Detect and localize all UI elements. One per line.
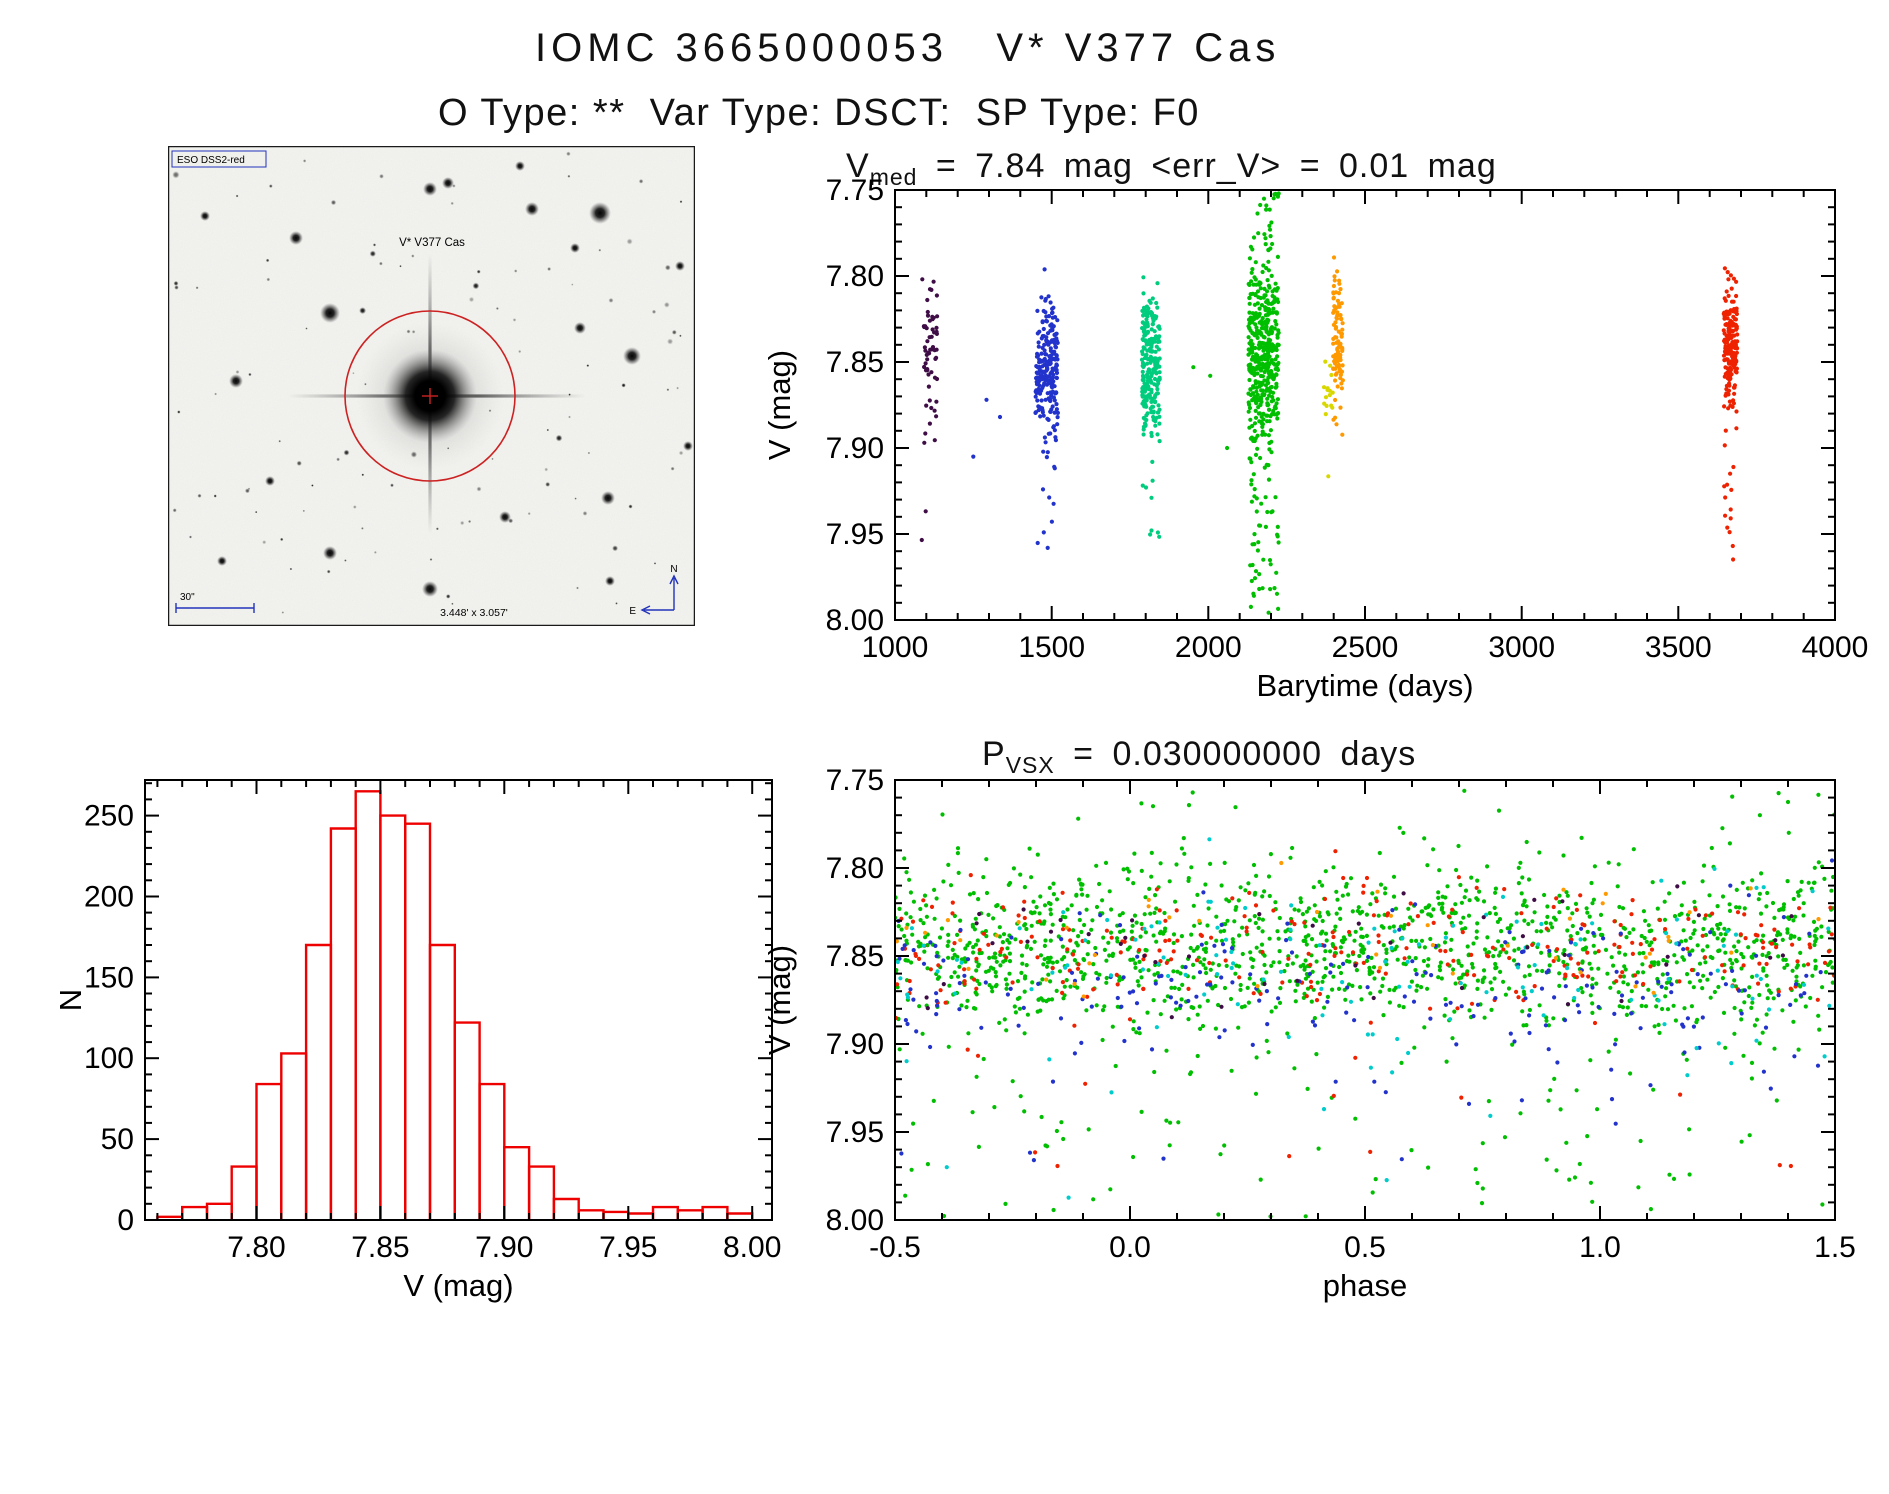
epoch-1-purple <box>919 277 940 543</box>
star-field <box>172 151 693 614</box>
svg-text:phase: phase <box>1323 1268 1407 1303</box>
svg-text:8.00: 8.00 <box>826 1204 884 1237</box>
lightcurve-title-post: = 7.84 mag <err_V> = 0.01 mag <box>917 147 1497 185</box>
svg-text:7.85: 7.85 <box>351 1231 409 1264</box>
scale-bar <box>175 603 255 613</box>
epoch-3-springgreen <box>1139 275 1162 539</box>
phase-title: PVSX = 0.030000000 days <box>982 735 1416 779</box>
image-border <box>167 145 696 627</box>
phase-data <box>895 788 1835 1219</box>
series-green <box>895 788 1835 1219</box>
aperture-circle <box>344 310 516 482</box>
lightcurve-plot: 1000 1500 2000 2500 3000 3500 4000 7.75 7.80 7.85… <box>745 145 1889 745</box>
series-red <box>895 849 1835 1169</box>
page-subtitle: O Type: ** Var Type: DSCT: SP Type: F0 <box>438 92 1200 134</box>
svg-text:7.85: 7.85 <box>826 346 884 379</box>
svg-text:3000: 3000 <box>1488 631 1555 664</box>
svg-text:1000: 1000 <box>862 631 929 664</box>
histogram-bars <box>156 790 754 1220</box>
histogram-data <box>156 790 754 1220</box>
lightcurve-svg: 1000 1500 2000 2500 3000 3500 4000 7.75 7.80 7.85… <box>762 174 1869 703</box>
svg-text:0.5: 0.5 <box>1344 1231 1386 1264</box>
phase-title-sub: VSX <box>1005 751 1055 778</box>
svg-text:0.0: 0.0 <box>1109 1231 1151 1264</box>
epoch-6-orange <box>1331 255 1345 437</box>
svg-text:V (mag): V (mag) <box>762 350 797 460</box>
svg-text:7.95: 7.95 <box>599 1231 657 1264</box>
svg-text:1.5: 1.5 <box>1814 1231 1856 1264</box>
svg-text:N: N <box>55 989 88 1011</box>
histogram-plot: 7.80 7.85 7.90 7.95 8.00 0 50 100 150 200 250 V (ma… <box>53 772 845 1392</box>
svg-text:7.75: 7.75 <box>826 764 884 797</box>
svg-text:7.90: 7.90 <box>826 1028 884 1061</box>
svg-text:150: 150 <box>84 961 134 994</box>
svg-text:V (mag): V (mag) <box>403 1268 513 1303</box>
phase-svg: -0.5 0.0 0.5 1.0 1.5 7.75 7.80 7.85 7.90 7.95 8.00… <box>762 764 1856 1303</box>
survey-label: ESO DSS2-red <box>177 155 245 166</box>
epoch-4-green <box>1191 191 1281 615</box>
dss2-image: V* V377 Cas ESO DSS2-red 30" 3.448' x 3.… <box>167 145 696 627</box>
svg-text:7.75: 7.75 <box>826 174 884 207</box>
phase-title-pre: P <box>982 735 1006 773</box>
svg-text:8.00: 8.00 <box>826 604 884 637</box>
svg-text:2000: 2000 <box>1175 631 1242 664</box>
finder-chart: V* V377 Cas ESO DSS2-red 30" 3.448' x 3.… <box>167 145 696 627</box>
svg-text:3500: 3500 <box>1645 631 1712 664</box>
svg-text:50: 50 <box>101 1123 134 1156</box>
lightcurve-title: Vmed = 7.84 mag <err_V> = 0.01 mag <box>846 147 1497 191</box>
series-orange <box>895 860 1821 999</box>
svg-text:7.90: 7.90 <box>475 1231 533 1264</box>
svg-text:100: 100 <box>84 1042 134 1075</box>
lightcurve-title-pre: V <box>846 147 870 185</box>
svg-text:7.90: 7.90 <box>826 432 884 465</box>
lightcurve-data <box>919 191 1740 615</box>
svg-text:7.80: 7.80 <box>826 260 884 293</box>
phase-title-post: = 0.030000000 days <box>1054 735 1417 773</box>
svg-text:250: 250 <box>84 800 134 833</box>
epoch-5-yellow <box>1321 359 1335 479</box>
svg-text:4000: 4000 <box>1802 631 1869 664</box>
svg-text:200: 200 <box>84 881 134 914</box>
series-purple <box>924 884 1794 1020</box>
epoch-2-blue <box>971 267 1060 550</box>
svg-text:7.85: 7.85 <box>826 940 884 973</box>
target-label: V* V377 Cas <box>399 237 465 249</box>
svg-text:7.80: 7.80 <box>227 1231 285 1264</box>
series-blue <box>896 858 1835 1163</box>
svg-text:1.0: 1.0 <box>1579 1231 1621 1264</box>
svg-text:7.95: 7.95 <box>826 518 884 551</box>
epoch-7-red <box>1721 266 1740 562</box>
svg-text:V (mag): V (mag) <box>762 945 797 1055</box>
page-title: IOMC 3665000053 V* V377 Cas <box>535 26 1281 70</box>
svg-text:0: 0 <box>117 1204 134 1237</box>
svg-text:7.80: 7.80 <box>826 852 884 885</box>
survey-caption: ESO DSS2-red <box>171 150 267 168</box>
compass-east-label: E <box>629 606 636 617</box>
svg-text:8.00: 8.00 <box>723 1231 781 1264</box>
fov-label: 3.448' x 3.057' <box>440 607 508 619</box>
svg-text:Barytime (days): Barytime (days) <box>1256 668 1473 703</box>
lightcurve-title-sub: med <box>869 163 918 190</box>
svg-text:1500: 1500 <box>1018 631 1085 664</box>
scale-label: 30" <box>180 592 195 603</box>
svg-text:2500: 2500 <box>1332 631 1399 664</box>
compass: N E <box>629 564 679 617</box>
series-cyan <box>895 837 1832 1200</box>
svg-text:-0.5: -0.5 <box>869 1231 921 1264</box>
histogram-svg: 7.80 7.85 7.90 7.95 8.00 0 50 100 150 200 250 V (ma… <box>53 779 781 1303</box>
svg-text:7.95: 7.95 <box>826 1116 884 1149</box>
target-marker <box>422 388 438 404</box>
compass-north-label: N <box>670 564 677 575</box>
phase-plot: -0.5 0.0 0.5 1.0 1.5 7.75 7.80 7.85 7.90 7.95 8.00… <box>745 730 1889 1350</box>
